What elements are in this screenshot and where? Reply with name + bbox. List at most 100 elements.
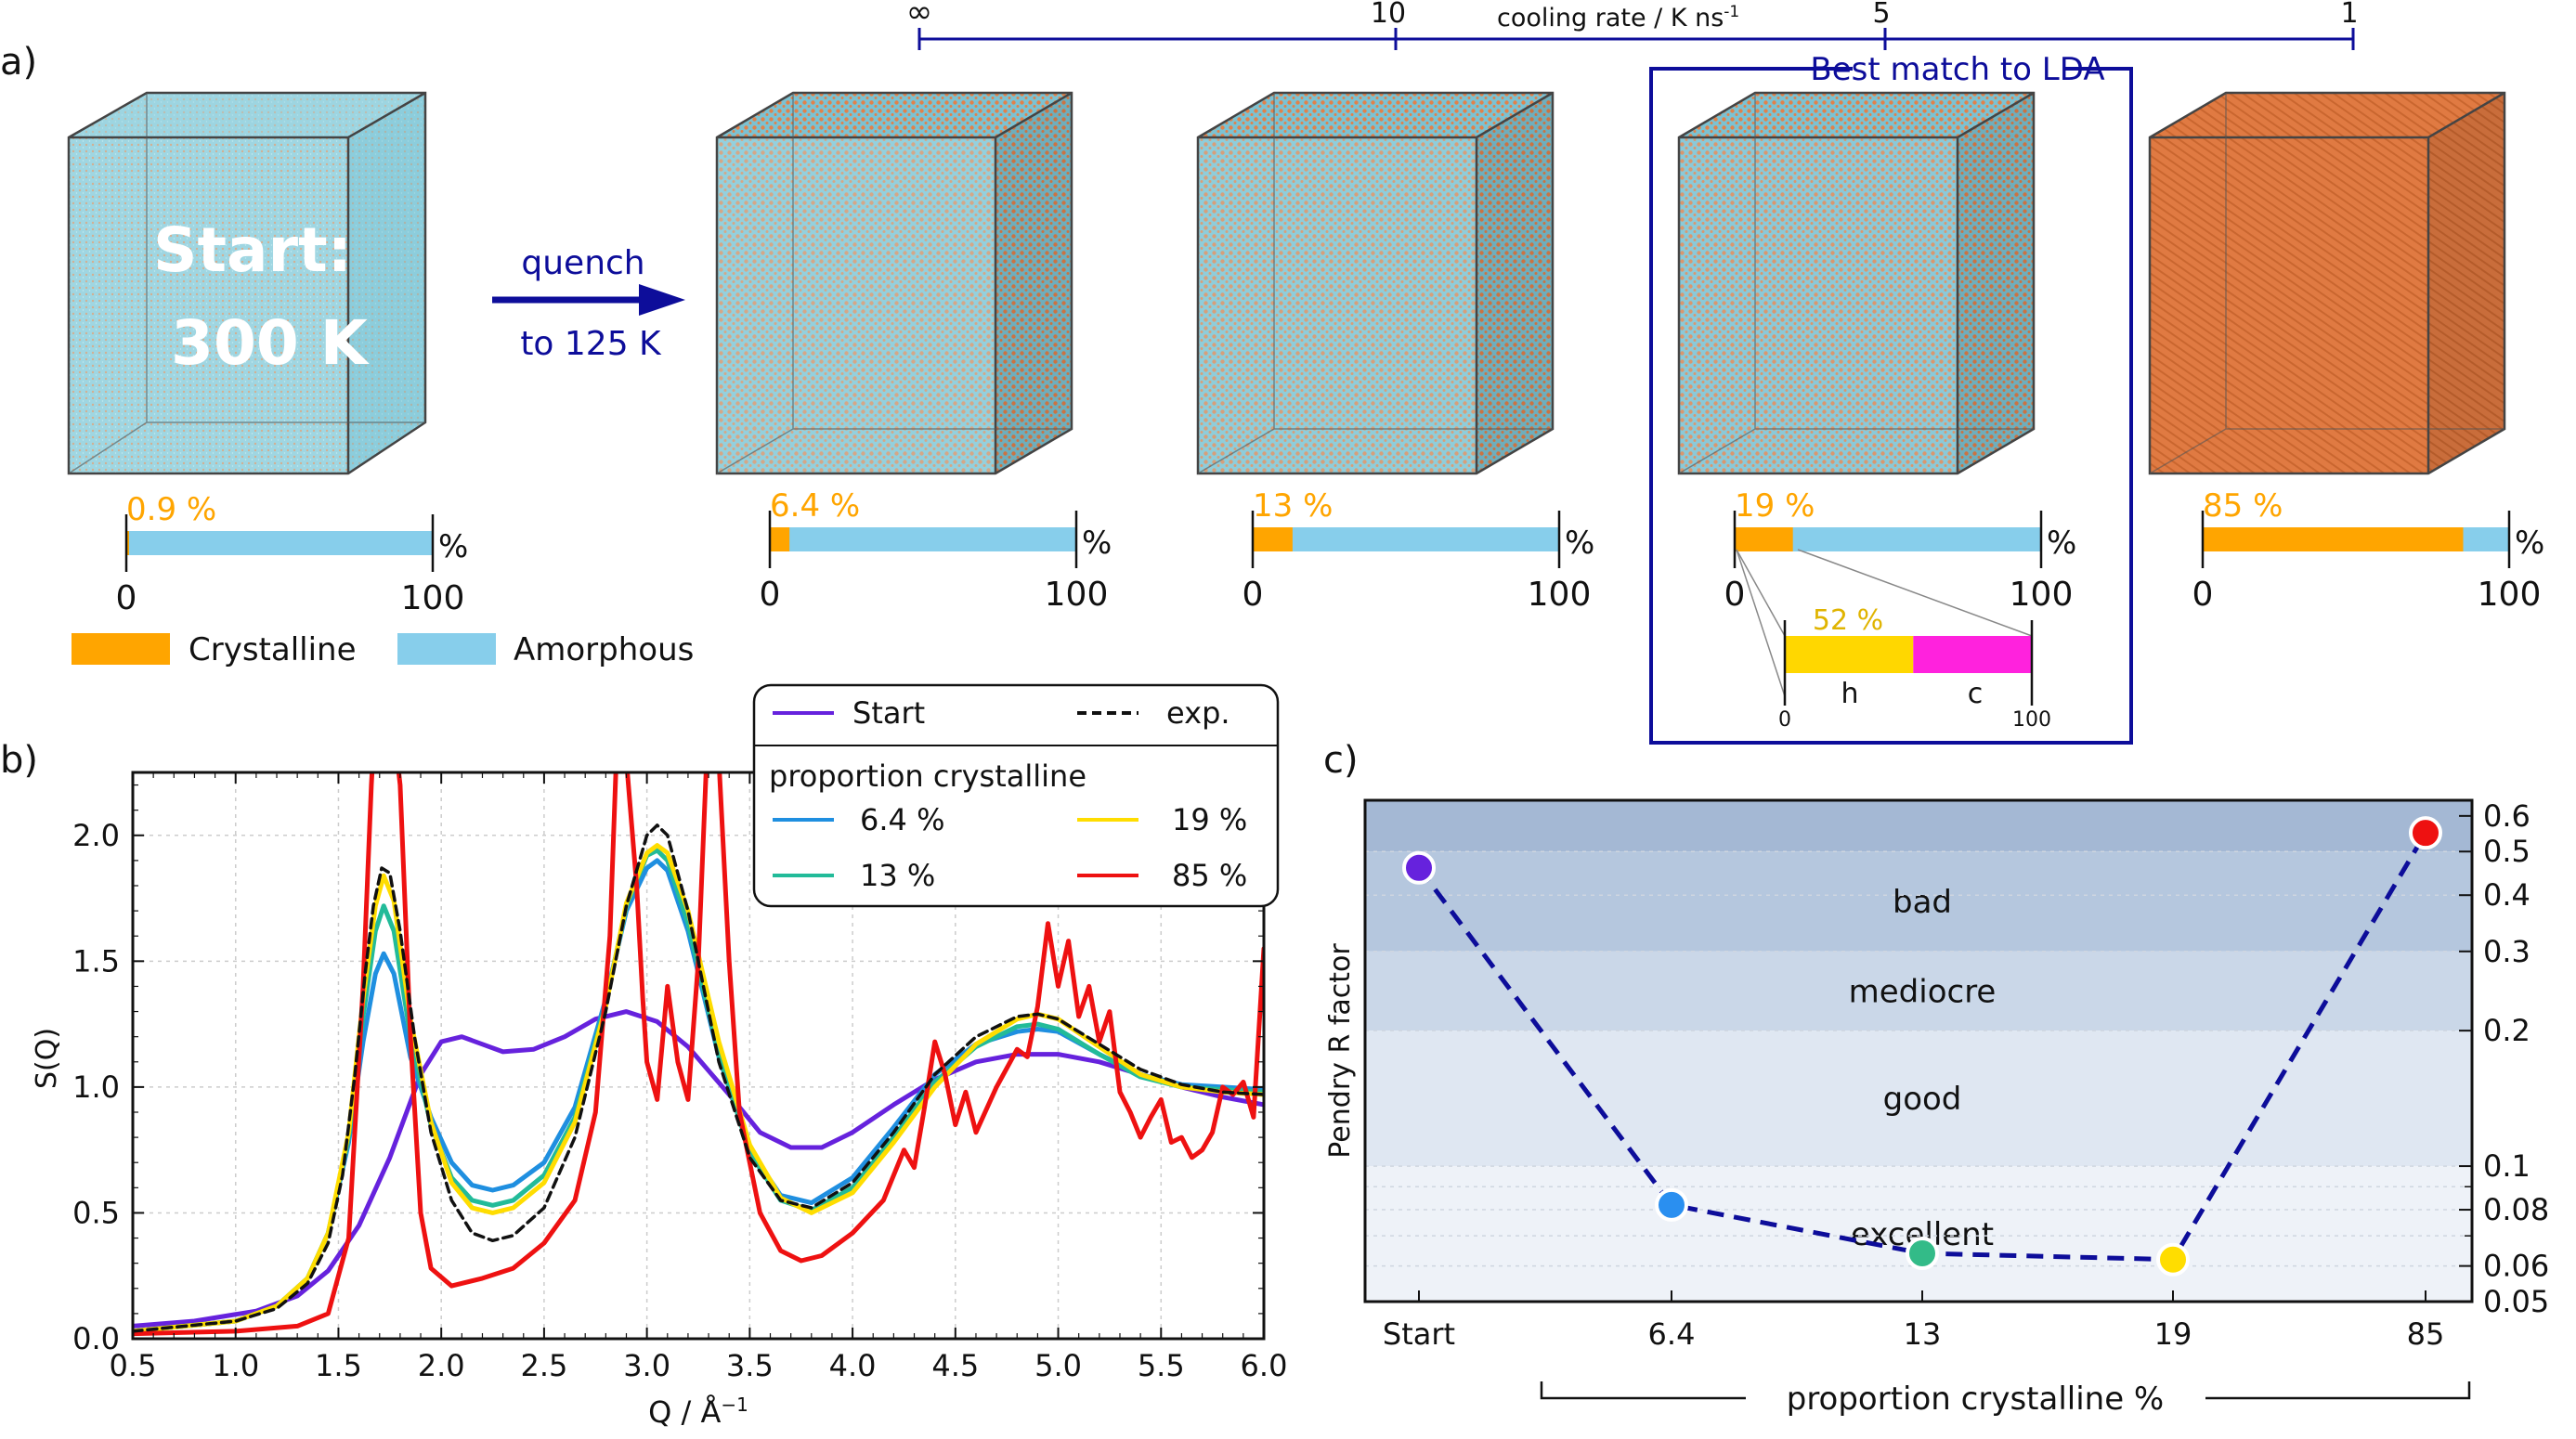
- series-line-exp-: [133, 823, 1264, 1333]
- bar-percent-label: 19 %: [1735, 487, 1815, 525]
- inset-max: 100: [2012, 708, 2051, 732]
- bar-crystalline-segment: [2203, 527, 2464, 551]
- bar-unit-label: %: [2047, 525, 2076, 562]
- quality-band: [1365, 851, 2472, 952]
- cooling-tick-label-inf: ∞: [906, 0, 932, 31]
- series-line-start: [133, 1009, 1264, 1329]
- inset-hexagonal-segment: [1785, 636, 1914, 673]
- quality-band: [1365, 1031, 2472, 1167]
- y-tick-label: 0.06: [2483, 1249, 2549, 1284]
- cooling-rate-axis: ∞ 10 5 1 cooling rate / K ns-1: [906, 0, 2359, 50]
- cube-side-face: [1958, 93, 2034, 473]
- x-tick-label: 0.5: [110, 1348, 157, 1383]
- cube-start: Start: 300 K: [67, 91, 427, 475]
- legend-amorphous-swatch: [397, 633, 496, 665]
- panel-c-plot-frame: [1363, 798, 2474, 1303]
- cube-wash: [1198, 137, 1477, 473]
- cube-side-face: [2428, 93, 2504, 473]
- crystallinity-bars: 0.9 % 0 100% 6.4 % 0 100% 13 % 0 100% 19 % 0 100…: [116, 487, 2545, 617]
- cube-side-face: [995, 93, 1072, 473]
- cube-wash: [1679, 137, 1958, 473]
- x-tick-label: 3.5: [726, 1348, 774, 1383]
- y-tick-label: 0.4: [2483, 877, 2530, 913]
- bar-percent-label: 85 %: [2203, 487, 2283, 525]
- legend-amorphous-label: Amorphous: [514, 631, 694, 668]
- bar-unit-label: %: [2515, 525, 2544, 562]
- bar-max-label: 100: [1045, 576, 1109, 614]
- bar-percent-label: 6.4 %: [770, 487, 860, 525]
- cube-side-shade: [995, 93, 1072, 473]
- cube-side-shade: [2428, 93, 2504, 473]
- bar-amorphous-segment: [1253, 527, 1559, 551]
- bar-crystalline-segment: [126, 531, 129, 555]
- bar-min-label: 0: [1724, 576, 1746, 614]
- panel-b-ylabel: S(Q): [31, 1028, 63, 1089]
- r-factor-point-85: [2409, 816, 2442, 850]
- bar-max-label: 100: [2010, 576, 2074, 614]
- legend-a: Crystalline Amorphous: [72, 631, 694, 668]
- panel-c-xlabel: proportion crystalline %: [1787, 1381, 2165, 1418]
- legend-crystalline-label: Crystalline: [189, 631, 357, 668]
- bar-crystalline-segment: [1253, 527, 1293, 551]
- bar-max-label: 100: [2478, 576, 2542, 614]
- cooling-tick-label-1: 1: [2340, 0, 2358, 30]
- y-tick-label: 0.3: [2483, 934, 2530, 969]
- panel-a: a) ∞ 10 5 1 cooling rate / K ns-1 Start:: [0, 0, 2545, 745]
- x-tick-label: 4.0: [829, 1348, 877, 1383]
- y-tick-label: 2.0: [72, 818, 120, 853]
- y-tick-label: 1.5: [72, 943, 120, 979]
- r-factor-point-19: [2156, 1242, 2190, 1277]
- x-tick-label: 6.0: [1241, 1348, 1288, 1383]
- start-cube-line1: Start:: [153, 214, 352, 286]
- inset-c-label: c: [1968, 678, 1984, 710]
- x-tick-label: 1.5: [315, 1348, 362, 1383]
- y-tick-label: 0.5: [72, 1195, 120, 1230]
- legend-85-label: 85 %: [1172, 858, 1247, 893]
- legend-crystalline-swatch: [72, 633, 170, 665]
- x-tick-label: 13: [1904, 1316, 1942, 1352]
- series-line-85-: [133, 772, 1264, 1337]
- bar-amorphous-segment: [126, 531, 433, 555]
- cube-top-face: [717, 93, 1072, 137]
- x-tick-label: 1.0: [212, 1348, 259, 1383]
- legend-start-label: Start: [852, 695, 925, 731]
- panel-c-label: c): [1323, 739, 1359, 782]
- quench-label-line2: to 125 K: [520, 325, 662, 363]
- bar-unit-label: %: [1565, 525, 1594, 562]
- legend-19-label: 19 %: [1172, 802, 1247, 837]
- quench-arrow: quench to 125 K: [492, 244, 685, 363]
- bar-19: 19 % 0 100%: [1724, 487, 2077, 614]
- y-tick-label: 0.1: [2483, 1148, 2530, 1184]
- y-tick-label: 0.5: [2483, 834, 2530, 869]
- quality-band-label: mediocre: [1849, 973, 1997, 1010]
- quality-band: [1365, 1166, 2472, 1302]
- panel-b-axes: 0.5 1.0 1.5 2.0 2.5 3.0 3.5 4.0 4.5 5.0 5.5 6.00.00…: [72, 772, 1287, 1383]
- bar-min-label: 0: [760, 576, 781, 614]
- legend-title: proportion crystalline: [769, 758, 1086, 794]
- panel-a-label: a): [0, 41, 37, 84]
- quality-band: [1365, 951, 2472, 1031]
- cube-front-face: [1679, 137, 1958, 473]
- panel-b: b) 0.5 1.0 1.5 2.0 2.5 3.0 3.5 4.0 4.5 5.0 5.5 6.0 0…: [0, 683, 1287, 1430]
- cube-hidden-edges: [1678, 93, 2034, 474]
- panel-b-plot-frame: [131, 771, 1266, 1341]
- bar-85: 85 % 0 100%: [2192, 487, 2545, 614]
- bar-6-4: 6.4 % 0 100%: [760, 487, 1112, 614]
- y-tick-label: 0.2: [2483, 1013, 2530, 1048]
- x-tick-label: 85: [2407, 1316, 2445, 1352]
- quality-band-label: good: [1883, 1081, 1962, 1118]
- cube-hidden-edges: [716, 93, 1072, 474]
- quality-band: [1365, 800, 2472, 852]
- cube-6-4: [715, 91, 1073, 475]
- cube-front-face: [717, 137, 995, 473]
- x-tick-label: 19: [2154, 1316, 2192, 1352]
- cooling-tick-label-5: 5: [1872, 0, 1890, 30]
- legend-13-label: 13 %: [860, 858, 935, 893]
- cube-side-face: [1477, 93, 1553, 473]
- panel-c-xlabel-bracket: [1540, 1381, 2471, 1400]
- cube-hidden-edges: [2149, 93, 2504, 474]
- panel-b-label: b): [0, 739, 38, 782]
